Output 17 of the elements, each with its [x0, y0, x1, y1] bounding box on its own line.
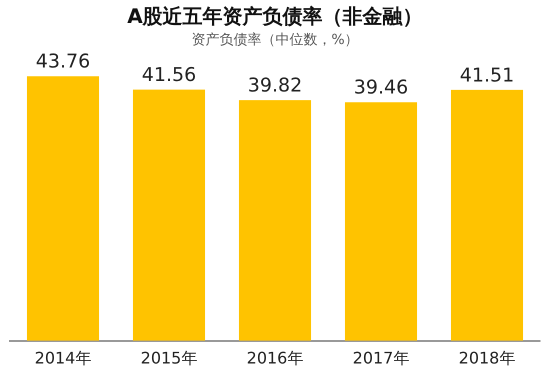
- chart-subtitle: 资产负债率（中位数，%）: [191, 32, 359, 48]
- x-tick-label: 2014年: [34, 348, 92, 368]
- x-tick-label: 2016年: [246, 348, 304, 368]
- bar: [344, 102, 418, 341]
- x-tick-label: 2015年: [140, 348, 198, 368]
- data-label: 41.51: [460, 64, 514, 86]
- x-tick-label: 2018年: [458, 348, 516, 368]
- bar: [450, 90, 524, 341]
- bar: [238, 100, 312, 341]
- data-label: 41.56: [142, 64, 196, 86]
- data-label: 39.46: [354, 76, 408, 99]
- bar: [132, 90, 206, 341]
- bar: [26, 76, 100, 341]
- data-label: 39.82: [248, 74, 302, 97]
- x-tick-label: 2017年: [352, 348, 410, 368]
- data-label: 43.76: [36, 50, 90, 73]
- chart-title: A股近五年资产负债率（非金融）: [127, 4, 423, 28]
